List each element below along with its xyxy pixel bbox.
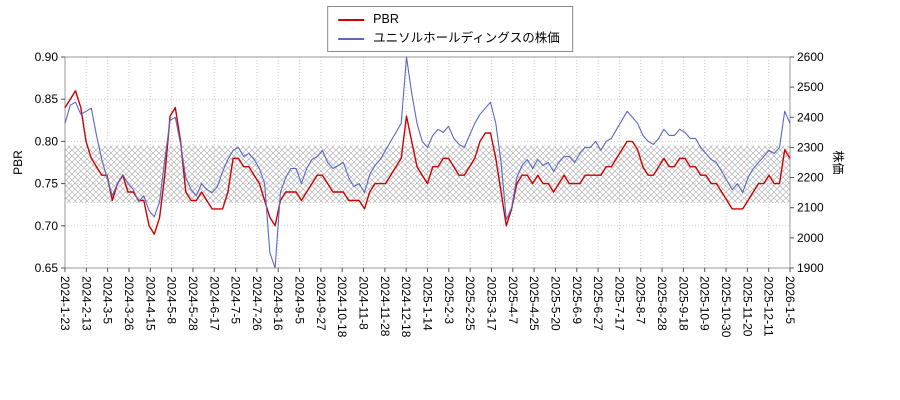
legend-label-pbr: PBR (373, 12, 399, 26)
svg-text:2025-8-28: 2025-8-28 (655, 276, 669, 331)
svg-text:2600: 2600 (797, 50, 824, 64)
svg-text:2024-6-17: 2024-6-17 (207, 276, 221, 331)
svg-text:2300: 2300 (797, 140, 824, 154)
left-axis-title: PBR (11, 150, 25, 175)
svg-text:2025-2-25: 2025-2-25 (463, 276, 477, 331)
svg-text:0.65: 0.65 (35, 261, 59, 275)
svg-text:2025-10-30: 2025-10-30 (719, 276, 733, 338)
series-pbr (64, 90, 791, 235)
svg-text:2025-3-17: 2025-3-17 (484, 276, 498, 331)
svg-text:2024-12-18: 2024-12-18 (399, 276, 413, 338)
pbr-band (65, 145, 790, 204)
svg-text:2024-2-13: 2024-2-13 (79, 276, 93, 331)
stock-price-line-swatch-icon (338, 37, 365, 40)
svg-text:0.90: 0.90 (35, 50, 59, 64)
legend-label-stock-price: ユニソルホールディングスの株価 (373, 31, 560, 45)
left-axis: 0.90 0.85 0.80 0.75 0.70 0.65 (35, 50, 65, 275)
svg-text:2025-4-25: 2025-4-25 (527, 276, 541, 331)
legend-item-stock-price: ユニソルホールディングスの株価 (338, 31, 560, 46)
svg-text:2024-5-28: 2024-5-28 (186, 276, 200, 331)
svg-text:2025-1-14: 2025-1-14 (421, 276, 435, 331)
svg-text:2024-11-28: 2024-11-28 (378, 276, 392, 337)
svg-text:2025-8-7: 2025-8-7 (634, 276, 648, 324)
svg-text:2024-7-26: 2024-7-26 (250, 276, 264, 331)
svg-text:2000: 2000 (797, 231, 824, 245)
svg-text:2024-4-15: 2024-4-15 (143, 276, 157, 331)
svg-text:2024-7-5: 2024-7-5 (229, 276, 243, 324)
svg-text:0.85: 0.85 (35, 92, 59, 106)
svg-text:2025-9-18: 2025-9-18 (676, 276, 690, 331)
svg-text:2025-12-11: 2025-12-11 (762, 276, 776, 337)
svg-text:2024-9-5: 2024-9-5 (293, 276, 307, 324)
svg-text:2024-3-26: 2024-3-26 (122, 276, 136, 331)
svg-text:2025-4-7: 2025-4-7 (506, 276, 520, 324)
legend-item-pbr: PBR (338, 12, 560, 27)
svg-text:2025-5-20: 2025-5-20 (548, 276, 562, 331)
svg-text:2024-3-5: 2024-3-5 (101, 276, 115, 324)
svg-text:2024-9-27: 2024-9-27 (314, 276, 328, 331)
svg-text:2100: 2100 (797, 201, 824, 215)
svg-text:2025-6-27: 2025-6-27 (591, 276, 605, 331)
svg-text:2025-10-9: 2025-10-9 (698, 276, 712, 331)
svg-text:2025-6-9: 2025-6-9 (570, 276, 584, 324)
svg-text:2025-11-20: 2025-11-20 (740, 276, 754, 337)
svg-text:2400: 2400 (797, 110, 824, 124)
svg-text:2026-1-5: 2026-1-5 (783, 276, 797, 324)
series-stock-price (64, 56, 791, 269)
svg-text:2024-5-8: 2024-5-8 (165, 276, 179, 324)
svg-text:2024-11-8: 2024-11-8 (357, 276, 371, 330)
svg-text:1900: 1900 (797, 261, 824, 275)
svg-text:0.80: 0.80 (35, 134, 59, 148)
svg-text:2024-1-23: 2024-1-23 (58, 276, 72, 331)
pbr-line-swatch-icon (338, 18, 365, 21)
svg-text:2500: 2500 (797, 80, 824, 94)
svg-text:0.75: 0.75 (35, 177, 59, 191)
svg-text:2025-2-3: 2025-2-3 (442, 276, 456, 324)
right-axis: 2600 2500 2400 2300 2200 2100 2000 1900 (790, 50, 824, 275)
x-axis: 2024-1-23 2024-2-13 2024-3-5 2024-3-26 2024-… (58, 268, 797, 338)
legend: PBR ユニソルホールディングスの株価 (327, 6, 573, 52)
svg-text:2024-10-18: 2024-10-18 (335, 276, 349, 338)
svg-text:2024-8-16: 2024-8-16 (271, 276, 285, 331)
svg-text:0.70: 0.70 (35, 219, 59, 233)
svg-text:2025-7-17: 2025-7-17 (612, 276, 626, 331)
svg-text:2200: 2200 (797, 171, 824, 185)
right-axis-title: 株価 (831, 150, 846, 174)
